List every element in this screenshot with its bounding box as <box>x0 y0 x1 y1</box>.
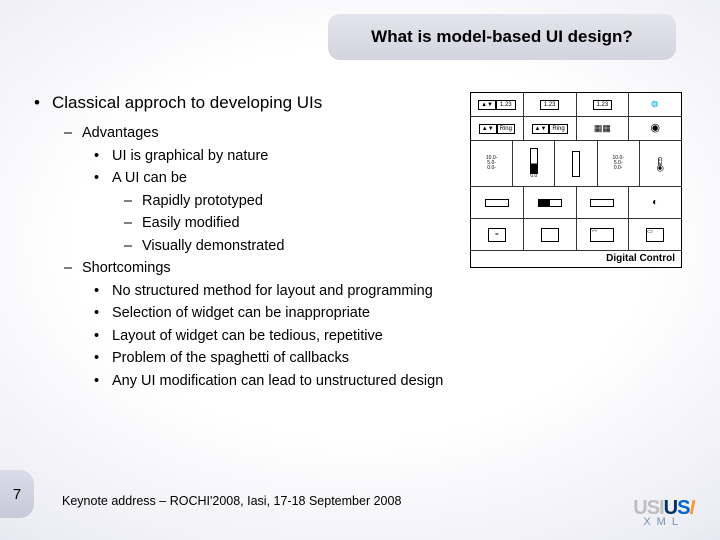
slide-title-box: What is model-based UI design? <box>328 14 676 60</box>
fig-num: 1.23 <box>593 100 613 110</box>
scale-val: 0.0- <box>614 166 623 171</box>
fig-num: 1.23 <box>540 100 560 110</box>
bullet-s1: No structured method for layout and prog… <box>34 280 700 302</box>
fig-ring: Ring <box>549 124 567 134</box>
scale-val: 0.0 <box>530 174 537 179</box>
fig-ring: Ring <box>497 124 515 134</box>
logo-label: XML <box>643 516 684 528</box>
logo-char: I <box>689 497 694 520</box>
bullet-s3: Layout of widget can be tedious, repetit… <box>34 325 700 347</box>
figure-label: Digital Control <box>471 251 681 267</box>
fig-num: 1.23 <box>496 100 516 110</box>
bullet-s4: Problem of the spaghetti of callbacks <box>34 347 700 369</box>
ui-widgets-figure: ▲▼1.23 1.23 1.23 🌐 ▲▼Ring ▲▼Ring ▦▦ ◉ 10… <box>470 92 682 268</box>
slide-title: What is model-based UI design? <box>371 27 633 47</box>
footer-text: Keynote address – ROCHI'2008, Iasi, 17-1… <box>62 494 720 518</box>
gauge-icon: ◐ <box>652 198 658 208</box>
bullet-s5: Any UI modification can lead to unstruct… <box>34 370 700 392</box>
page-number: 7 <box>0 470 34 518</box>
bullet-s2: Selection of widget can be inappropriate <box>34 302 700 324</box>
globe-icon: 🌐 <box>651 102 658 108</box>
usixml-logo: U S I U S I XML <box>633 497 694 528</box>
thermo-icon: 🌡 <box>652 157 670 171</box>
footer: 7 Keynote address – ROCHI'2008, Iasi, 17… <box>0 470 720 518</box>
dial-icon: ◉ <box>650 123 660 134</box>
pattern-icon: ▦▦ <box>594 124 611 133</box>
scale-val: 0.0- <box>487 166 496 171</box>
